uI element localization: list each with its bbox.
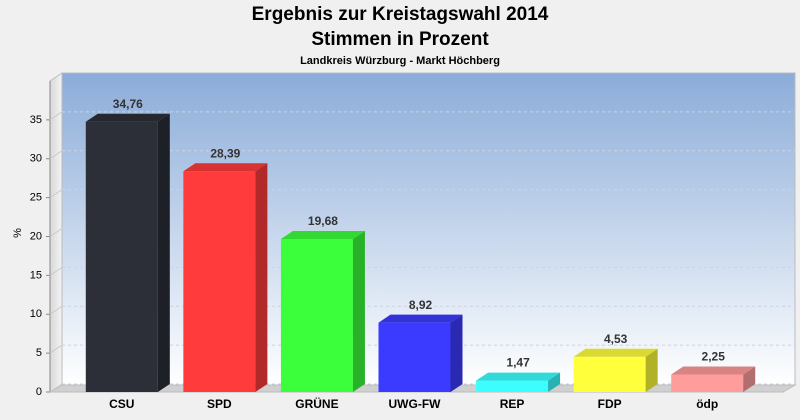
bar-front: [183, 171, 256, 392]
chart-subtitle: Stimmen in Prozent: [311, 29, 489, 50]
bar-side-shade: [645, 348, 658, 392]
bar-front: [671, 374, 744, 392]
bar-side-shade: [255, 163, 268, 392]
y-tick-label: 20: [30, 230, 42, 242]
x-tick-label: FDP: [598, 397, 622, 411]
bar-side: [255, 163, 268, 392]
bar-side-shade: [548, 372, 561, 392]
bar-top: [573, 348, 658, 357]
bar-front: [280, 238, 353, 392]
y-tick-label: 35: [30, 114, 42, 126]
chart-title: Ergebnis zur Kreistagswahl 2014: [252, 4, 549, 25]
bar-top-shade: [476, 372, 561, 381]
y-tick-label: 10: [30, 308, 42, 320]
bar-top-shade: [671, 366, 756, 375]
bar-front: [476, 380, 549, 392]
grid-line: [49, 266, 63, 276]
bar-top: [280, 230, 365, 239]
grid-line: [49, 344, 63, 354]
bar-side: [548, 372, 561, 392]
bar-side-shade: [157, 113, 170, 392]
bar-top-shade: [378, 314, 463, 323]
x-tick-label: ödp: [696, 397, 718, 411]
grid-line: [49, 383, 63, 393]
bar-top: [378, 314, 463, 323]
bar-front: [85, 121, 158, 392]
x-tick-label: UWG-FW: [389, 397, 442, 411]
bar-side: [352, 230, 365, 392]
bar-front: [573, 356, 646, 392]
value-label: 2,25: [702, 350, 726, 364]
x-tick-label: SPD: [207, 397, 232, 411]
y-axis-label: %: [12, 228, 24, 238]
x-tick-label: GRÜNE: [295, 396, 338, 411]
chart-caption: Landkreis Würzburg - Markt Höchberg: [300, 55, 500, 67]
grid-line: [49, 189, 63, 199]
bar-side-shade: [450, 314, 463, 392]
bar-side: [157, 113, 170, 392]
bar-side: [645, 348, 658, 392]
value-label: 4,53: [604, 332, 628, 346]
grid-line: [49, 305, 63, 315]
grid-line: [49, 150, 63, 160]
grid-line: [49, 228, 63, 237]
bar-top: [183, 163, 268, 172]
bar-side-shade: [743, 366, 756, 392]
value-label: 28,39: [210, 146, 240, 160]
y-tick-label: 5: [36, 347, 42, 359]
grid-line: [49, 111, 63, 121]
x-tick-label: CSU: [109, 397, 134, 411]
bar-top: [476, 372, 561, 381]
bar-top-shade: [280, 230, 365, 239]
value-label: 34,76: [113, 97, 143, 111]
y-tick-label: 0: [36, 386, 42, 398]
bar-top: [671, 366, 756, 375]
bar-top: [85, 113, 170, 122]
bar-top-shade: [183, 163, 268, 172]
x-tick-label: REP: [500, 397, 525, 411]
y-tick-label: 30: [30, 153, 42, 165]
bar-side: [743, 366, 756, 392]
y-tick-label: 25: [30, 192, 42, 204]
bar-side-shade: [352, 230, 365, 392]
bar-top-shade: [85, 113, 170, 122]
value-label: 19,68: [308, 214, 338, 228]
value-label: 8,92: [409, 298, 433, 312]
bar-top-shade: [573, 348, 658, 357]
value-label: 1,47: [506, 356, 530, 370]
bar-front: [378, 322, 451, 392]
bar-side: [450, 314, 463, 392]
y-tick-label: 15: [30, 269, 42, 281]
